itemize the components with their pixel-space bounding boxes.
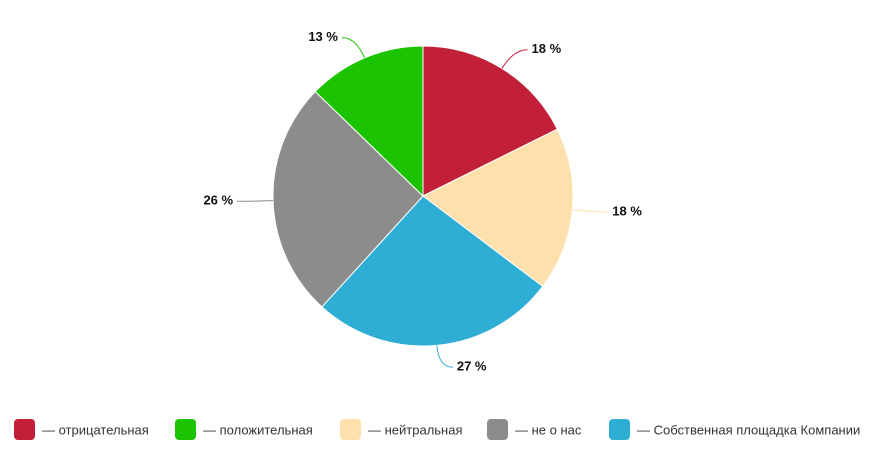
data-label: 26 % [203, 193, 233, 208]
pie-slice [422, 128, 574, 288]
leader-line [501, 49, 528, 69]
legend-label: — положительная [203, 422, 313, 437]
pie-slice [272, 90, 424, 308]
legend-swatch [14, 419, 35, 440]
data-label: 18 % [612, 203, 642, 218]
data-label: 18 % [532, 41, 562, 56]
leader-line [341, 37, 365, 59]
legend-label: — Собственная площадка Компании [637, 422, 860, 437]
legend-swatch [340, 419, 361, 440]
legend-label: — нейтральная [368, 422, 463, 437]
leader-line [436, 345, 453, 368]
legend-label: — не о нас [515, 422, 582, 437]
pie-slice [321, 195, 544, 347]
data-label: 27 % [457, 359, 487, 374]
leader-line [572, 209, 609, 213]
data-label: 13 % [308, 29, 338, 44]
leader-line [237, 200, 274, 202]
legend-swatch [609, 419, 630, 440]
legend-swatch [487, 419, 508, 440]
pie-slice [422, 45, 558, 197]
legend-swatch [175, 419, 196, 440]
legend-label: — отрицательная [42, 422, 149, 437]
